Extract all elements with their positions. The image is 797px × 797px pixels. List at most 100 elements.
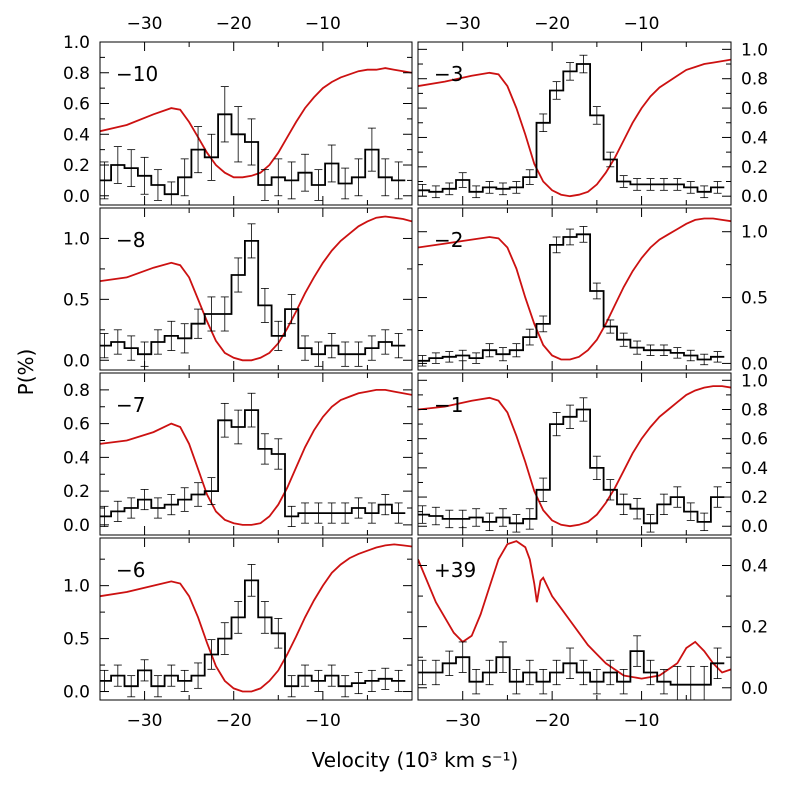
- error-bar: [247, 392, 256, 428]
- error-bar: [194, 662, 203, 689]
- error-bar: [287, 161, 296, 200]
- error-bar: [552, 412, 561, 437]
- polarization-histogram: [418, 63, 725, 193]
- error-bar: [260, 169, 269, 201]
- error-bar: [579, 397, 588, 422]
- error-bar: [431, 352, 440, 364]
- panel-frame: [417, 537, 732, 701]
- y-tick-label: 1.0: [741, 371, 768, 391]
- error-bar: [579, 54, 588, 74]
- y-tick-label: 0.4: [63, 448, 90, 468]
- error-bar: [367, 127, 376, 172]
- error-bar: [633, 498, 642, 520]
- error-bar: [633, 635, 642, 667]
- error-bar: [341, 502, 350, 524]
- top-x-tick-label: −10: [305, 14, 341, 34]
- y-tick-label: 0.6: [741, 99, 768, 119]
- panel-epoch-label: −6: [116, 558, 145, 582]
- flux-spectrum-line: [418, 385, 731, 528]
- plot-area: [100, 543, 412, 698]
- error-bar: [354, 341, 363, 367]
- plot-area: [418, 540, 731, 700]
- error-bar: [260, 601, 269, 634]
- error-bar: [498, 347, 507, 362]
- error-bar: [394, 502, 403, 524]
- error-bar: [512, 343, 521, 358]
- error-bar: [100, 505, 109, 527]
- error-bar: [566, 228, 575, 246]
- error-bar: [485, 343, 494, 358]
- error-bar: [314, 341, 323, 367]
- error-bar: [525, 328, 534, 346]
- error-bar: [700, 512, 709, 532]
- error-bar: [207, 296, 216, 332]
- panel-frame: [99, 207, 413, 371]
- error-bar: [498, 182, 507, 196]
- top-x-tick-label: −10: [624, 14, 660, 34]
- error-bar: [247, 118, 256, 166]
- error-bar: [194, 126, 203, 174]
- y-tick-label: 0.4: [741, 128, 768, 148]
- error-bar: [472, 669, 481, 695]
- y-axis-label: P(%): [14, 349, 38, 396]
- error-bar: [606, 659, 615, 686]
- plot-area: [100, 215, 412, 367]
- error-bar: [485, 659, 494, 686]
- error-bar: [194, 482, 203, 507]
- error-bar: [659, 669, 668, 695]
- y-tick-label: 0.0: [63, 683, 90, 703]
- error-bar: [525, 508, 534, 530]
- bottom-x-tick-label: −20: [216, 711, 252, 731]
- flux-spectrum-line: [100, 388, 412, 526]
- error-bar: [673, 178, 682, 191]
- error-bar: [153, 497, 162, 519]
- error-bar: [260, 433, 269, 465]
- error-bar: [700, 665, 709, 700]
- error-bar: [418, 505, 427, 524]
- error-bar: [113, 146, 122, 184]
- error-bar: [260, 287, 269, 323]
- error-bar: [431, 506, 440, 526]
- error-bar: [394, 333, 403, 359]
- error-bar: [153, 169, 162, 201]
- y-tick-label: 0.2: [741, 488, 768, 508]
- panel-2: 0.0 0.2 0.4 0.6 0.8 1.0 −3: [417, 40, 768, 207]
- error-bar: [458, 641, 467, 673]
- y-tick-label: 0.8: [741, 400, 768, 420]
- error-bar: [220, 296, 229, 332]
- y-tick-label: 0.0: [741, 187, 768, 207]
- error-bar: [673, 665, 682, 700]
- error-bar: [633, 340, 642, 355]
- error-bar: [127, 335, 136, 361]
- polarization-histogram: [418, 233, 725, 362]
- error-bar: [234, 106, 243, 163]
- error-bar: [552, 659, 561, 686]
- error-bar: [127, 675, 136, 698]
- error-bar: [287, 675, 296, 698]
- error-bar: [381, 494, 390, 516]
- panel-epoch-label: −7: [116, 393, 145, 417]
- error-bar: [274, 618, 283, 649]
- panel-epoch-label: +39: [434, 558, 476, 582]
- error-bar: [431, 659, 440, 686]
- polarization-histogram: [418, 650, 725, 686]
- error-bar: [633, 178, 642, 191]
- error-bar: [100, 333, 109, 359]
- error-bar: [341, 341, 350, 367]
- error-bar: [713, 351, 722, 363]
- flux-spectrum-line: [100, 67, 412, 179]
- error-bar: [327, 333, 336, 359]
- y-tick-label: 0.8: [63, 64, 90, 84]
- error-bar: [153, 329, 162, 355]
- error-bar: [472, 508, 481, 527]
- error-bar: [127, 497, 136, 519]
- error-bar: [140, 659, 149, 682]
- error-bar: [354, 158, 363, 197]
- plot-area: [418, 54, 731, 199]
- error-bar: [713, 181, 722, 194]
- y-tick-label: 0.5: [741, 289, 768, 309]
- error-bar: [274, 158, 283, 197]
- error-bar: [566, 647, 575, 680]
- error-bar: [498, 641, 507, 673]
